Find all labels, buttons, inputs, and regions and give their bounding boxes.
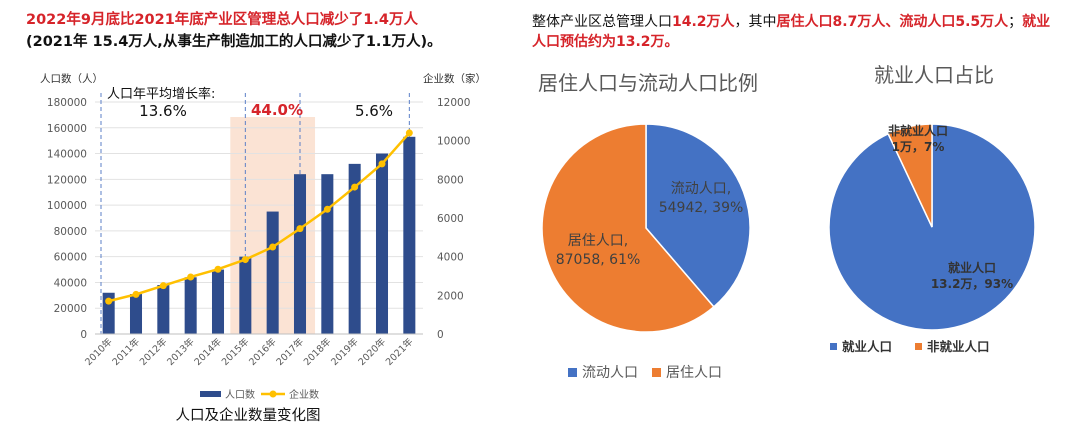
x-tick-label: 2020年 bbox=[356, 335, 389, 368]
bar-population bbox=[321, 174, 334, 334]
point-enterprises bbox=[405, 129, 413, 137]
pie2-legend-swatch-nonemployed bbox=[915, 343, 922, 350]
bar-population bbox=[102, 292, 115, 334]
headline-line1: 2022年9月底比2021年底产业区管理总人口减少了1.4万人 bbox=[26, 12, 418, 28]
summary-resident-floating: 居住人口8.7万人、流动人口5.5万人 bbox=[776, 14, 1009, 30]
bar-population bbox=[403, 136, 416, 334]
point-enterprises bbox=[241, 256, 249, 264]
pie2-label-nonemployed: 1万，7% bbox=[892, 140, 945, 154]
y-tick-label: 160000 bbox=[47, 123, 87, 135]
y2-axis-label: 企业数（家） bbox=[423, 72, 486, 85]
growth-rate-2017-2021: 5.6% bbox=[355, 102, 393, 120]
summary-part2: ，其中 bbox=[734, 14, 777, 30]
y-tick-label: 100000 bbox=[47, 200, 87, 212]
summary-total: 14.2万人 bbox=[672, 14, 735, 30]
x-tick-label: 2010年 bbox=[82, 335, 115, 368]
point-enterprises bbox=[378, 160, 386, 168]
x-tick-label: 2013年 bbox=[164, 335, 197, 368]
pie-slice bbox=[541, 123, 715, 333]
y2-tick-label: 12000 bbox=[437, 97, 470, 109]
summary-employment: 就业人口预估约为13.2万。 bbox=[532, 14, 1051, 50]
y-tick-label: 180000 bbox=[47, 97, 87, 109]
pie2-label-nonemployed: 非就业人口 bbox=[888, 123, 948, 138]
growth-rate-label: 人口年平均增长率: bbox=[107, 86, 215, 102]
pie1-title: 居住人口与流动人口比例 bbox=[538, 71, 758, 95]
y-tick-label: 140000 bbox=[47, 149, 87, 161]
point-enterprises bbox=[159, 282, 167, 290]
pie-slice bbox=[887, 123, 933, 228]
bar-population bbox=[348, 163, 361, 334]
pie1-label-resident: 87058, 61% bbox=[556, 252, 641, 268]
growth-rate-2015-2017: 44.0% bbox=[251, 101, 303, 119]
pie1-label-floating: 54942, 39% bbox=[659, 200, 744, 216]
bar-population bbox=[211, 269, 225, 334]
summary-part1: 整体产业区总管理人口 bbox=[532, 14, 672, 30]
x-tick-label: 2015年 bbox=[219, 335, 252, 368]
pie1-legend-swatch-resident bbox=[652, 368, 661, 377]
point-enterprises bbox=[214, 265, 222, 273]
summary-text: 整体产业区总管理人口14.2万人，其中居住人口8.7万人、流动人口5.5万人；就… bbox=[532, 12, 1062, 52]
y-tick-label: 120000 bbox=[47, 174, 87, 186]
legend-swatch-population bbox=[200, 391, 221, 397]
y2-tick-label: 2000 bbox=[437, 290, 464, 302]
pie2-label-employed: 13.2万，93% bbox=[931, 277, 1013, 291]
point-enterprises bbox=[351, 183, 359, 191]
bar-population bbox=[184, 277, 197, 334]
pie2-legend-employed: 就业人口 bbox=[842, 339, 892, 354]
bar-population bbox=[375, 153, 389, 334]
growth-rate-2010-2015: 13.6% bbox=[139, 102, 187, 120]
x-tick-label: 2011年 bbox=[110, 335, 143, 368]
headline-line2: (2021年 15.4万人,从事生产制造加工的人口减少了1.1万人)。 bbox=[26, 34, 442, 50]
bar-population bbox=[266, 211, 279, 334]
legend-label-enterprises: 企业数 bbox=[289, 388, 319, 401]
pie1-legend-floating: 流动人口 bbox=[582, 365, 638, 381]
y2-tick-label: 0 bbox=[437, 329, 444, 341]
y2-tick-label: 6000 bbox=[437, 213, 464, 225]
line-enterprises bbox=[108, 132, 411, 303]
bar-chart-title: 人口及企业数量变化图 bbox=[176, 406, 321, 424]
pie2-label-employed: 就业人口 bbox=[948, 260, 996, 275]
point-enterprises bbox=[105, 297, 113, 305]
y-tick-label: 40000 bbox=[54, 277, 87, 289]
y-tick-label: 60000 bbox=[54, 252, 87, 264]
x-tick-label: 2012年 bbox=[137, 335, 170, 368]
bar-population bbox=[293, 174, 307, 334]
x-tick-label: 2021年 bbox=[383, 335, 416, 368]
y-tick-label: 20000 bbox=[54, 303, 87, 315]
x-tick-label: 2016年 bbox=[246, 335, 279, 368]
y2-tick-label: 8000 bbox=[437, 174, 464, 186]
y-axis-label: 人口数（人） bbox=[40, 72, 103, 85]
y-tick-label: 80000 bbox=[54, 226, 87, 238]
x-tick-label: 2017年 bbox=[274, 335, 307, 368]
x-tick-label: 2014年 bbox=[192, 335, 225, 368]
y2-tick-label: 10000 bbox=[437, 136, 470, 148]
point-enterprises bbox=[132, 290, 140, 298]
point-enterprises bbox=[323, 205, 331, 213]
legend-label-population: 人口数 bbox=[225, 388, 255, 401]
y-tick-label: 0 bbox=[80, 329, 87, 341]
pie1-legend-swatch-floating bbox=[568, 368, 577, 377]
summary-part3: ； bbox=[1008, 14, 1023, 30]
pie1-label-resident: 居住人口, bbox=[568, 233, 628, 249]
pie2-legend-nonemployed: 非就业人口 bbox=[927, 339, 990, 354]
y2-tick-label: 4000 bbox=[437, 252, 464, 264]
pie2-legend-swatch-employed bbox=[830, 343, 837, 350]
pie1-label-floating: 流动人口, bbox=[671, 181, 731, 197]
legend-marker-enterprises bbox=[269, 390, 277, 398]
pie1-legend-resident: 居住人口 bbox=[666, 365, 722, 381]
point-enterprises bbox=[187, 273, 195, 281]
bar-population bbox=[129, 294, 143, 334]
bar-population bbox=[157, 285, 170, 334]
bar-population bbox=[239, 256, 252, 334]
point-enterprises bbox=[269, 243, 277, 251]
pie2-title: 就业人口占比 bbox=[874, 63, 994, 87]
x-tick-label: 2018年 bbox=[301, 335, 334, 368]
x-tick-label: 2019年 bbox=[328, 335, 361, 368]
pie-slice bbox=[645, 123, 751, 308]
point-enterprises bbox=[296, 225, 304, 233]
